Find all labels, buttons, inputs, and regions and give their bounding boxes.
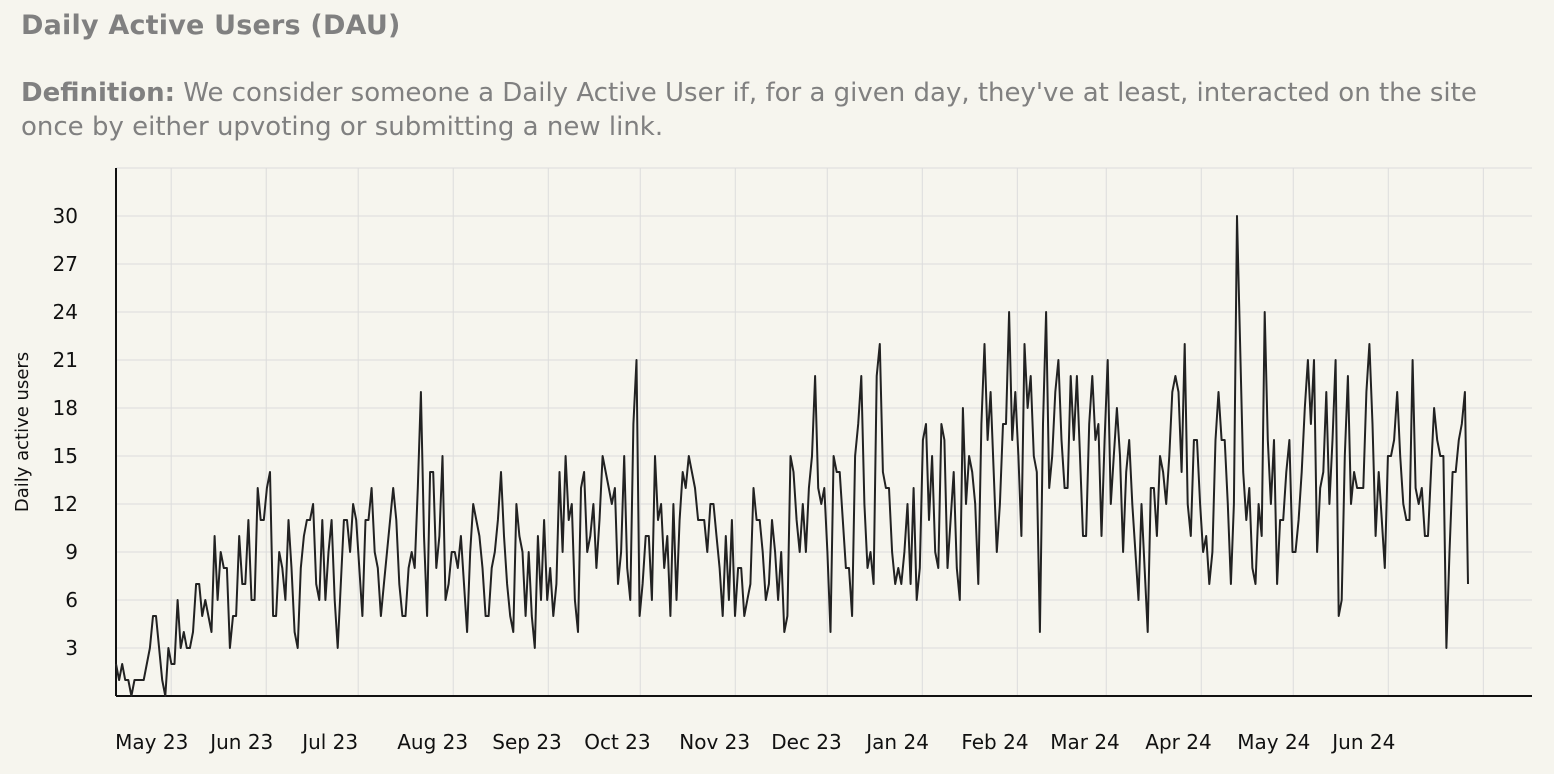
x-tick-label: Feb 24 <box>961 730 1028 754</box>
dau-series-line <box>115 215 1469 697</box>
x-tick-label: Aug 23 <box>397 730 468 754</box>
y-tick-label: 21 <box>53 348 78 372</box>
x-tick-label: Jun 23 <box>208 730 273 754</box>
y-tick-label: 6 <box>65 588 78 612</box>
x-tick-label: Jul 23 <box>300 730 358 754</box>
definition-paragraph: Definition: We consider someone a Daily … <box>21 76 1536 144</box>
y-tick-label: 30 <box>53 204 78 228</box>
definition-text: We consider someone a Daily Active User … <box>21 78 1477 142</box>
x-tick-label: Nov 23 <box>679 730 750 754</box>
y-tick-label: 12 <box>53 492 78 516</box>
page-title: Daily Active Users (DAU) <box>21 10 401 41</box>
y-axis-label: Daily active users <box>12 352 33 512</box>
x-tick-label: Sep 23 <box>492 730 562 754</box>
x-tick-label: May 23 <box>115 730 188 754</box>
y-tick-label: 27 <box>53 252 78 276</box>
x-tick-label: Mar 24 <box>1050 730 1120 754</box>
x-tick-label: Apr 24 <box>1145 730 1211 754</box>
y-tick-label: 3 <box>65 636 78 660</box>
y-tick-labels: 3 6 9 12 15 18 21 24 27 30 <box>53 204 78 660</box>
x-tick-label: Jan 24 <box>864 730 929 754</box>
x-tick-label: Oct 23 <box>584 730 650 754</box>
grid-lines <box>116 167 1532 696</box>
axes <box>115 168 1532 697</box>
y-tick-label: 15 <box>53 444 78 468</box>
x-tick-labels: May 23 Jun 23 Jul 23 Aug 23 Sep 23 Oct 23 Nov … <box>115 730 1395 754</box>
y-tick-label: 18 <box>53 396 78 420</box>
x-tick-label: Dec 23 <box>771 730 842 754</box>
x-tick-label: Jun 24 <box>1330 730 1395 754</box>
x-tick-label: May 24 <box>1237 730 1310 754</box>
y-tick-label: 9 <box>65 540 78 564</box>
definition-label: Definition: <box>21 78 176 108</box>
y-tick-label: 24 <box>53 300 78 324</box>
